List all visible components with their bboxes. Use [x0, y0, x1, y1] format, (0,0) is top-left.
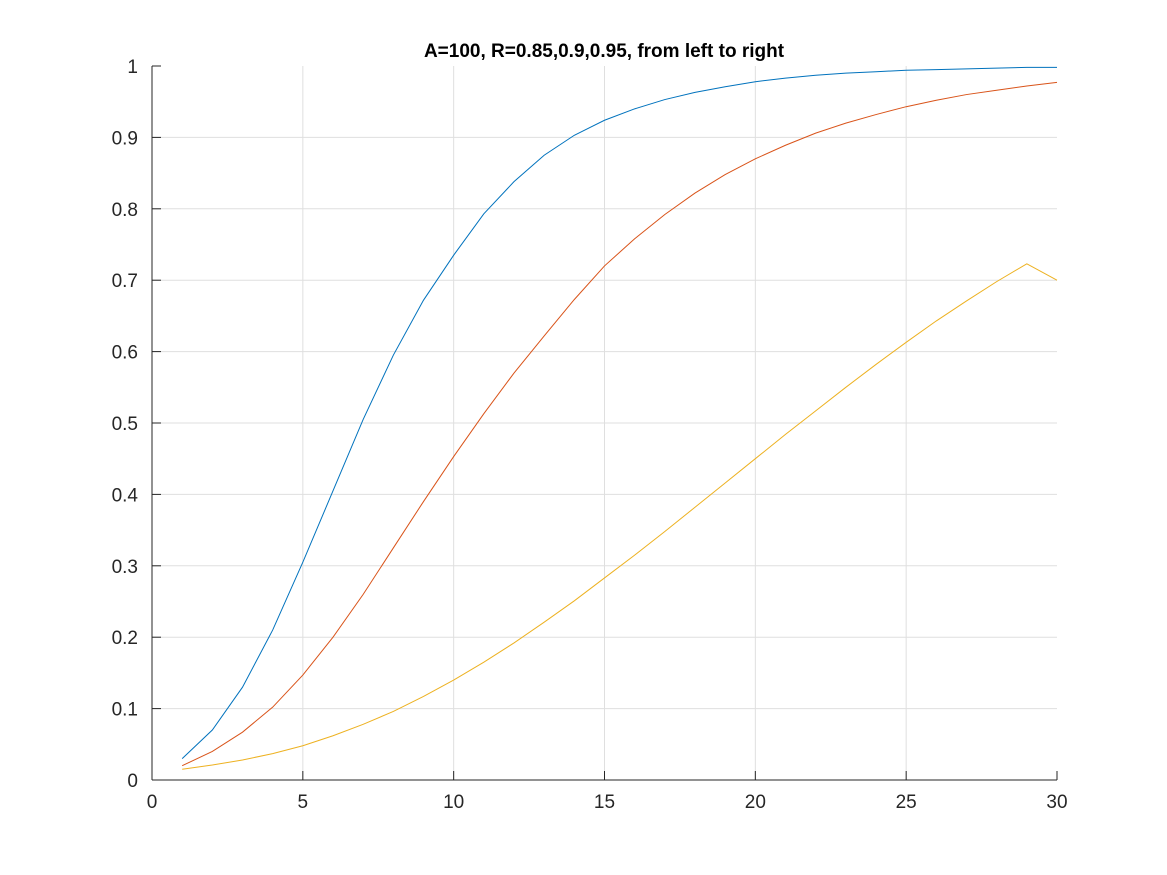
series-line-1 [181, 66, 1057, 759]
series-group [181, 66, 1058, 770]
y-tick-label: 0.1 [112, 700, 138, 721]
x-tick-label: 20 [745, 792, 766, 813]
x-tick-label: 30 [1046, 792, 1067, 813]
y-tick-label: 0.3 [112, 557, 138, 578]
y-tick-label: 0.4 [112, 485, 139, 506]
x-tick-label: 10 [443, 792, 464, 813]
series-line-3 [182, 263, 1058, 770]
series-line-2 [181, 81, 1058, 767]
y-tick-label: 0.9 [112, 128, 138, 149]
axes: 0 5 10 15 20 25 30 0 0.1 0.2 0.3 0.4 0.5 0.6 0.7 0.8 0.9… [112, 57, 1068, 813]
y-tick-label: 0 [127, 771, 138, 792]
y-tick-label: 1 [127, 57, 138, 78]
x-tick-label: 0 [147, 792, 158, 813]
y-tick-label: 0.8 [112, 200, 138, 221]
y-tick-label: 0.6 [112, 343, 138, 364]
x-tick-label: 5 [298, 792, 309, 813]
x-tick-label: 25 [896, 792, 917, 813]
x-tick-label: 15 [594, 792, 615, 813]
y-tick-label: 0.2 [112, 628, 138, 649]
grid [152, 66, 1057, 780]
chart-title: A=100, R=0.85,0.9,0.95, from left to rig… [424, 41, 785, 62]
y-tick-label: 0.7 [112, 271, 138, 292]
y-tick-label: 0.5 [112, 414, 138, 435]
